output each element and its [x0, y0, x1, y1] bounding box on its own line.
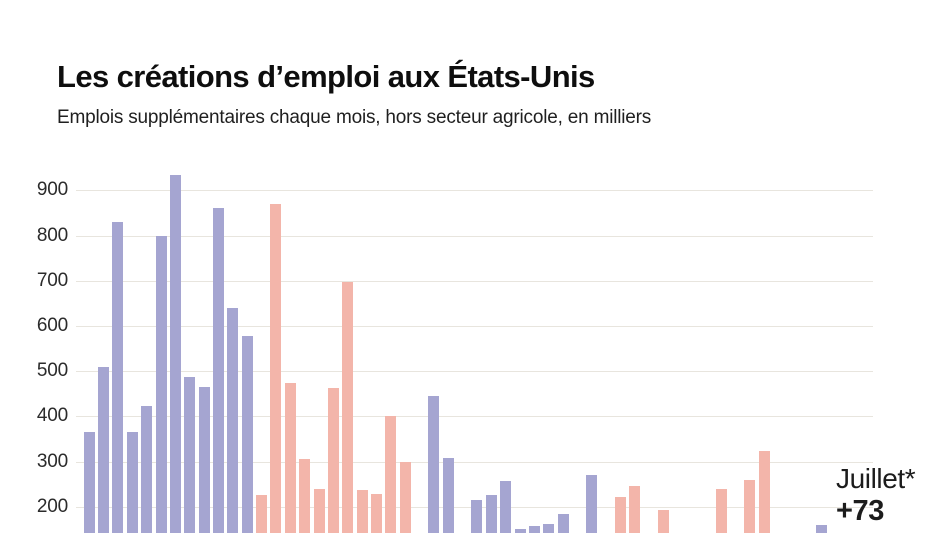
bar-2024-12 [758, 451, 770, 533]
bar-2021-06 [155, 235, 167, 533]
bar-2021-11 [227, 307, 239, 533]
bar-2022-04 [299, 458, 311, 533]
bar-2022-09 [370, 494, 382, 533]
bar-2021-02 [98, 366, 110, 533]
gridline-700 [76, 280, 873, 282]
annotation-value-label: +73 [836, 495, 884, 527]
bar-2022-07 [342, 281, 354, 533]
bar-2024-03 [629, 485, 641, 533]
bar-2025-04 [816, 524, 828, 533]
gridline-400 [76, 416, 873, 418]
gridline-600 [76, 325, 873, 327]
bar-2021-01 [83, 432, 95, 533]
bar-2022-11 [399, 462, 411, 533]
y-axis-tick-label-700: 700 [36, 269, 68, 291]
bar-2023-05 [485, 494, 497, 533]
bar-2021-03 [112, 221, 124, 533]
last-point-annotation: Juillet* +73 [836, 462, 916, 528]
bar-2023-01 [428, 396, 440, 533]
y-axis-tick-label-900: 900 [36, 179, 68, 201]
chart-subtitle: Emplois supplémentaires chaque mois, hor… [57, 107, 652, 128]
gridline-500 [76, 371, 873, 373]
bar-2021-07 [169, 174, 181, 533]
bar-2024-02 [615, 497, 626, 533]
bar-2024-11 [744, 480, 756, 533]
bar-2024-05 [658, 510, 670, 533]
bar-2023-10 [557, 513, 569, 533]
y-axis-tick-label-400: 400 [36, 405, 68, 427]
bar-2022-01 [256, 495, 267, 533]
gridline-800 [76, 235, 873, 237]
bar-2022-03 [284, 383, 296, 533]
bar-2022-08 [356, 489, 368, 533]
bar-2023-09 [543, 524, 555, 533]
bar-2023-07 [514, 529, 526, 533]
bar-2021-08 [184, 376, 196, 533]
y-axis-tick-label-200: 200 [36, 495, 68, 517]
bar-2024-09 [715, 489, 727, 533]
bar-2023-08 [528, 525, 540, 533]
chart-title: Les créations d’emploi aux États-Unis [57, 58, 595, 94]
bar-2021-09 [198, 386, 210, 533]
gridline-900 [76, 190, 873, 192]
bar-2023-02 [442, 457, 454, 533]
bar-2023-06 [500, 481, 512, 533]
bar-2022-10 [385, 416, 397, 533]
bar-2023-12 [586, 475, 598, 533]
annotation-month-label: Juillet* [836, 463, 916, 494]
bar-2022-02 [270, 203, 282, 533]
bar-2022-06 [327, 388, 339, 533]
bar-2021-05 [141, 405, 153, 533]
bar-2021-04 [126, 432, 138, 533]
y-axis-tick-label-300: 300 [36, 450, 68, 472]
bar-2021-12 [241, 335, 253, 533]
bar-2022-05 [313, 488, 325, 533]
y-axis-tick-label-500: 500 [36, 360, 68, 382]
bar-2021-10 [212, 208, 224, 533]
y-axis-tick-label-600: 600 [36, 314, 68, 336]
gridline-300 [76, 461, 873, 463]
y-axis-tick-label-800: 800 [36, 224, 68, 246]
bar-2023-04 [471, 500, 483, 533]
